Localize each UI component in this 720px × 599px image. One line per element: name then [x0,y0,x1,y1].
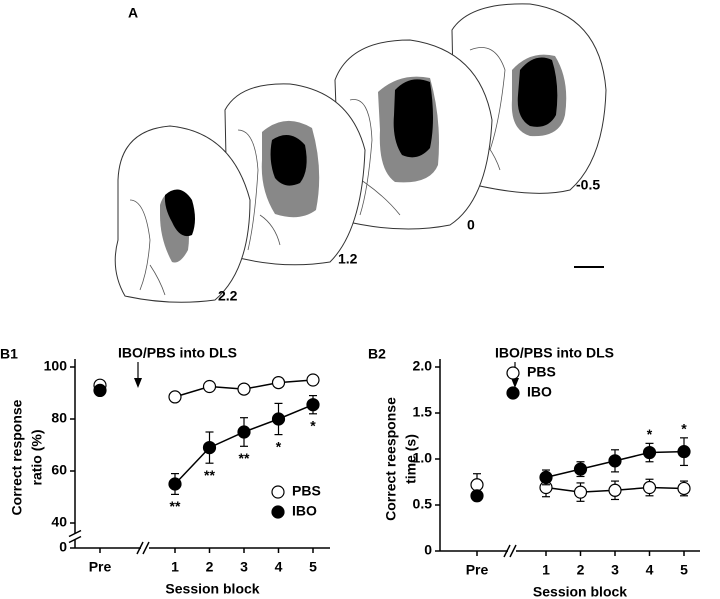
lesion-core [164,189,195,237]
axis-break [142,541,150,555]
x-tick-label: 4 [646,562,654,578]
x-tick-label: Pre [466,562,489,578]
y-tick-label: 40 [51,514,67,530]
y-tick-label: 1.0 [413,450,433,466]
section-label: 0 [467,217,475,233]
axis-break [136,541,144,555]
y-tick-label: 0 [424,542,432,558]
marker [306,373,320,387]
marker [168,390,182,404]
legend-marker [506,386,520,400]
x-tick-label: 3 [611,562,619,578]
panel-label: B2 [368,346,386,362]
x-tick-label: 2 [206,559,214,575]
marker [202,441,217,455]
marker [237,382,251,396]
significance: * [647,426,653,442]
axis-break-gap [69,533,81,540]
marker [271,376,286,390]
x-tick-label: Pre [89,559,112,575]
axis-break [68,535,82,544]
lesion-core [270,135,307,186]
marker [271,412,286,426]
section-label: 1.2 [338,251,358,267]
x-tick-label: 5 [680,562,688,578]
lesion-core [393,79,433,158]
marker [573,462,588,476]
y-tick-label: 1.5 [413,404,433,420]
marker [677,481,691,496]
marker [608,454,622,468]
axis-break [503,544,511,558]
panel-label: B1 [0,346,18,362]
marker [202,379,217,394]
y-tick-label: 80 [51,410,67,426]
marker [642,480,657,495]
legend-marker [271,505,285,519]
marker [677,445,691,459]
y-axis-label: Correct response [9,399,25,515]
marker [168,477,182,491]
x-tick-label: 3 [240,559,248,575]
significance: * [276,438,282,454]
legend-marker [506,366,520,380]
panel-label: A [128,5,138,21]
significance: * [681,421,687,437]
legend-label: PBS [292,483,321,499]
annotation-arrowhead [511,378,519,388]
axis-break [509,544,517,558]
x-tick-label: 4 [275,559,283,575]
marker [237,425,251,439]
significance: ** [170,498,181,514]
legend-marker [271,485,285,499]
lesion-core [517,57,558,127]
x-axis-label: Session block [165,581,259,597]
legend-label: IBO [527,384,552,400]
y-tick-label: 0 [59,539,67,555]
axis-break [68,529,82,538]
y-axis-label: ratio (%) [29,430,45,486]
y-tick-label: 2.0 [413,358,433,374]
marker [470,478,484,492]
annotation-arrowhead [134,378,142,388]
x-tick-label: 1 [171,559,179,575]
marker [470,489,484,503]
y-tick-label: 100 [44,358,68,374]
marker [93,383,107,397]
marker [608,483,622,497]
legend-label: IBO [292,503,317,519]
legend-label: PBS [527,364,556,380]
x-tick-label: 1 [542,562,550,578]
y-tick-label: 0.5 [413,496,433,512]
outline [237,129,281,251]
section-label: -0.5 [576,177,600,193]
marker [642,445,657,460]
significance: * [310,418,316,434]
section-label: 2.2 [218,288,238,304]
y-tick-label: 60 [51,462,67,478]
x-tick-label: 5 [309,559,317,575]
annotation: IBO/PBS into DLS [495,345,614,361]
significance: ** [204,467,215,483]
y-axis-label: Correct reesponse [383,397,399,521]
marker [306,398,320,412]
annotation: IBO/PBS into DLS [118,345,237,361]
marker [539,470,553,484]
panel-a: A 2.2 1.2 0 -0.5 [114,3,607,304]
x-axis-label: Session block [533,584,627,599]
x-tick-label: 2 [577,562,585,578]
outline [129,199,166,296]
y-axis-label: time (s) [403,434,419,484]
significance: ** [239,450,250,466]
marker [573,485,588,499]
